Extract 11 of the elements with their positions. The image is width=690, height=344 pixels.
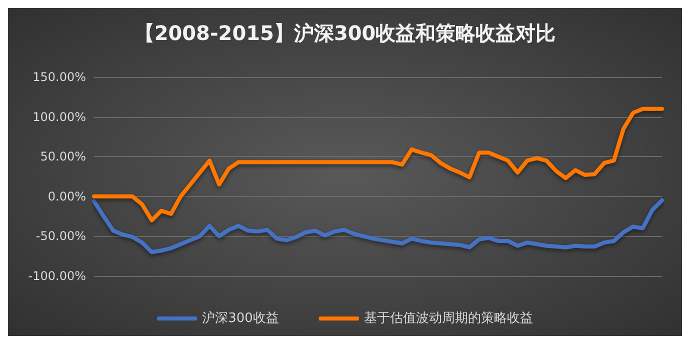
y-tick-label: 0.00% bbox=[48, 189, 86, 204]
legend-label: 基于估值波动周期的策略收益 bbox=[364, 311, 533, 326]
chart-title: 【2008-2015】沪深300收益和策略收益对比 bbox=[134, 21, 556, 45]
y-tick-label: -100.00% bbox=[28, 269, 86, 283]
y-tick-label: 50.00% bbox=[40, 150, 86, 164]
line-series bbox=[92, 198, 664, 254]
y-tick-label: 100.00% bbox=[32, 110, 86, 124]
y-tick-label: 150.00% bbox=[32, 70, 86, 84]
legend-label: 沪深300收益 bbox=[202, 310, 279, 326]
y-tick-label: -50.00% bbox=[36, 229, 86, 244]
line-series bbox=[92, 106, 664, 222]
